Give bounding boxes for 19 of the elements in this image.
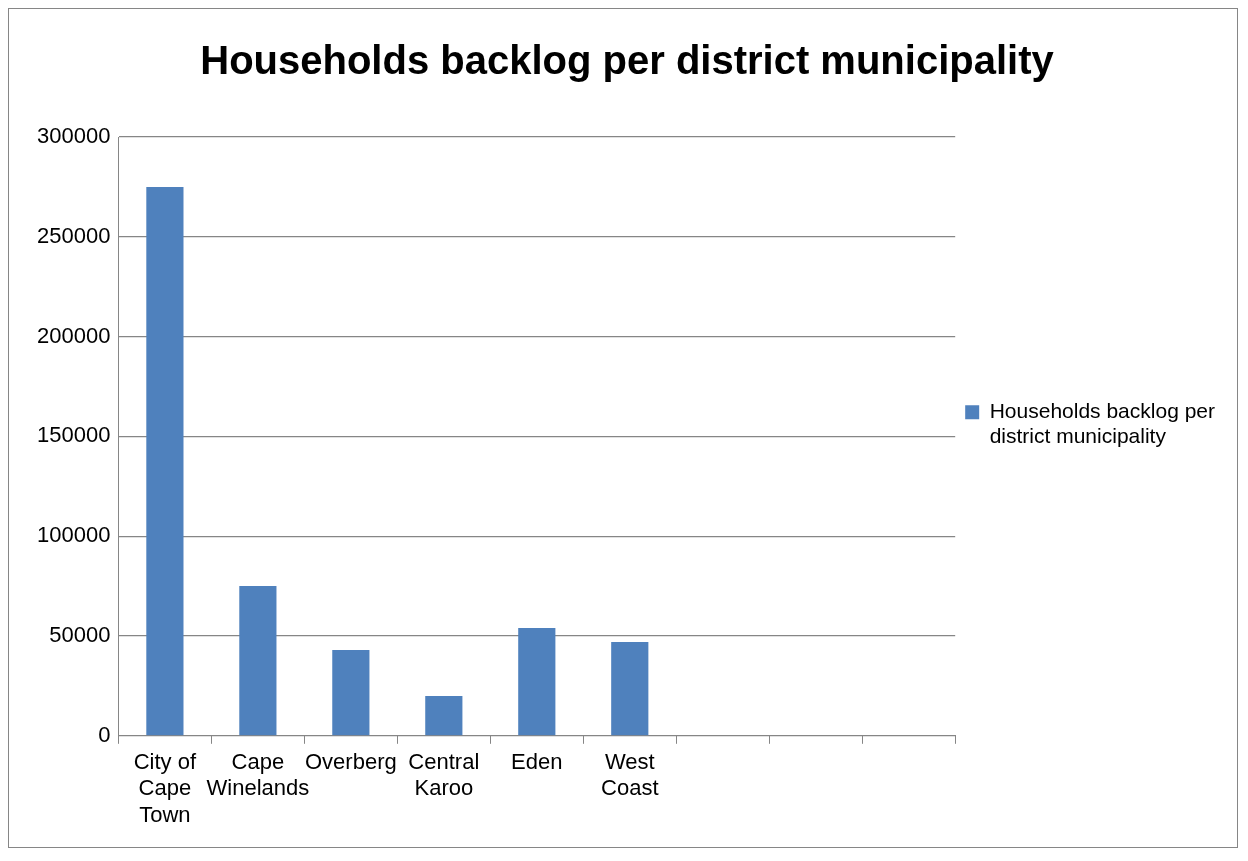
x-tick-label: City of Cape Town — [133, 749, 197, 827]
y-tick-label: 300000 — [36, 123, 111, 149]
y-tick-label: 150000 — [36, 422, 111, 448]
x-tick-label: Central Karoo — [408, 749, 480, 801]
x-tick-label: Eden — [511, 749, 563, 775]
legend-label: Households backlog per district municipality — [989, 399, 1216, 448]
bar — [611, 641, 649, 736]
bar — [239, 586, 277, 736]
bar — [332, 649, 370, 736]
bar — [518, 628, 556, 736]
bar — [146, 186, 184, 736]
y-tick-label: 250000 — [36, 222, 111, 248]
y-tick-label: 50000 — [49, 622, 111, 648]
chart-title: Households backlog per district municipality — [200, 38, 1055, 83]
x-tick-label: West Coast — [601, 749, 659, 801]
y-tick-label: 100000 — [36, 522, 111, 548]
y-tick-label: 0 — [98, 721, 111, 747]
bar — [425, 695, 463, 736]
y-tick-label: 200000 — [36, 322, 111, 348]
